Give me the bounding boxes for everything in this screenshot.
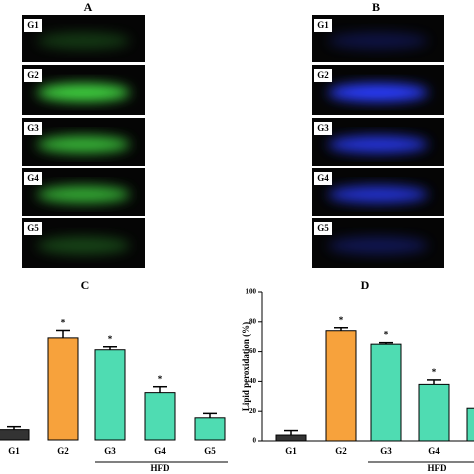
y-axis-label: Lipid peroxidation (%) bbox=[241, 322, 251, 411]
y-tick-label: 100 bbox=[246, 288, 257, 296]
group-tag-box bbox=[24, 222, 42, 235]
significance: * bbox=[339, 315, 344, 325]
group-tag-box bbox=[314, 222, 332, 235]
significance: * bbox=[108, 334, 113, 344]
x-tick-label: G2 bbox=[57, 446, 69, 456]
fluorescence bbox=[36, 236, 131, 255]
bar bbox=[370, 343, 402, 442]
group-tag: G5 bbox=[317, 223, 329, 233]
group-tag-box bbox=[24, 172, 42, 185]
group-tag: G2 bbox=[27, 70, 39, 80]
y-tick-label: 0 bbox=[253, 437, 257, 445]
x-tick-label: G2 bbox=[335, 446, 347, 456]
group-label: HFD bbox=[151, 463, 170, 473]
fluorescence bbox=[36, 32, 131, 50]
bar bbox=[0, 429, 30, 441]
bar bbox=[418, 383, 450, 442]
group-tag-box bbox=[314, 122, 332, 135]
fluorescence bbox=[327, 135, 429, 154]
x-tick-label: G4 bbox=[154, 446, 166, 456]
group-tag: G1 bbox=[27, 20, 39, 30]
group-tag: G5 bbox=[27, 223, 39, 233]
bar bbox=[194, 417, 226, 441]
x-tick-label: G1 bbox=[8, 446, 20, 456]
x-tick-label: G3 bbox=[104, 446, 116, 456]
bar bbox=[47, 337, 79, 441]
significance: * bbox=[61, 318, 66, 328]
significance: * bbox=[158, 374, 163, 384]
panel-label: A bbox=[84, 0, 93, 14]
significance: * bbox=[432, 367, 437, 377]
bar bbox=[325, 330, 357, 442]
y-tick-label: 40 bbox=[249, 377, 257, 385]
group-tag: G2 bbox=[317, 70, 329, 80]
group-tag-box bbox=[314, 19, 332, 32]
bar bbox=[275, 434, 307, 442]
fluorescence bbox=[327, 32, 429, 50]
group-tag: G3 bbox=[27, 123, 39, 133]
panel-label: C bbox=[81, 278, 90, 292]
group-tag: G4 bbox=[317, 173, 329, 183]
group-tag-box bbox=[314, 69, 332, 82]
y-tick-label: 80 bbox=[249, 317, 257, 325]
group-tag-box bbox=[24, 122, 42, 135]
fluorescence bbox=[327, 236, 429, 255]
bar bbox=[94, 349, 126, 441]
group-tag: G1 bbox=[317, 20, 329, 30]
y-tick-label: 60 bbox=[249, 347, 257, 355]
x-tick-label: G3 bbox=[380, 446, 392, 456]
panel-label: B bbox=[372, 0, 380, 14]
fluorescence bbox=[327, 185, 429, 204]
bar bbox=[466, 407, 474, 442]
group-tag: G3 bbox=[317, 123, 329, 133]
y-tick-label: 20 bbox=[249, 407, 257, 415]
group-tag-box bbox=[24, 19, 42, 32]
fluorescence bbox=[36, 83, 131, 102]
fluorescence bbox=[327, 83, 429, 102]
fluorescence bbox=[36, 135, 131, 154]
fluorescence bbox=[36, 185, 131, 204]
group-tag-box bbox=[24, 69, 42, 82]
significance: * bbox=[384, 330, 389, 340]
panel-label: D bbox=[361, 278, 370, 292]
group-tag-box bbox=[314, 172, 332, 185]
x-tick-label: G5 bbox=[204, 446, 216, 456]
bar bbox=[144, 392, 176, 441]
group-tag: G4 bbox=[27, 173, 39, 183]
x-tick-label: G1 bbox=[285, 446, 297, 456]
group-label: HFD bbox=[428, 463, 447, 473]
x-tick-label: G4 bbox=[428, 446, 440, 456]
